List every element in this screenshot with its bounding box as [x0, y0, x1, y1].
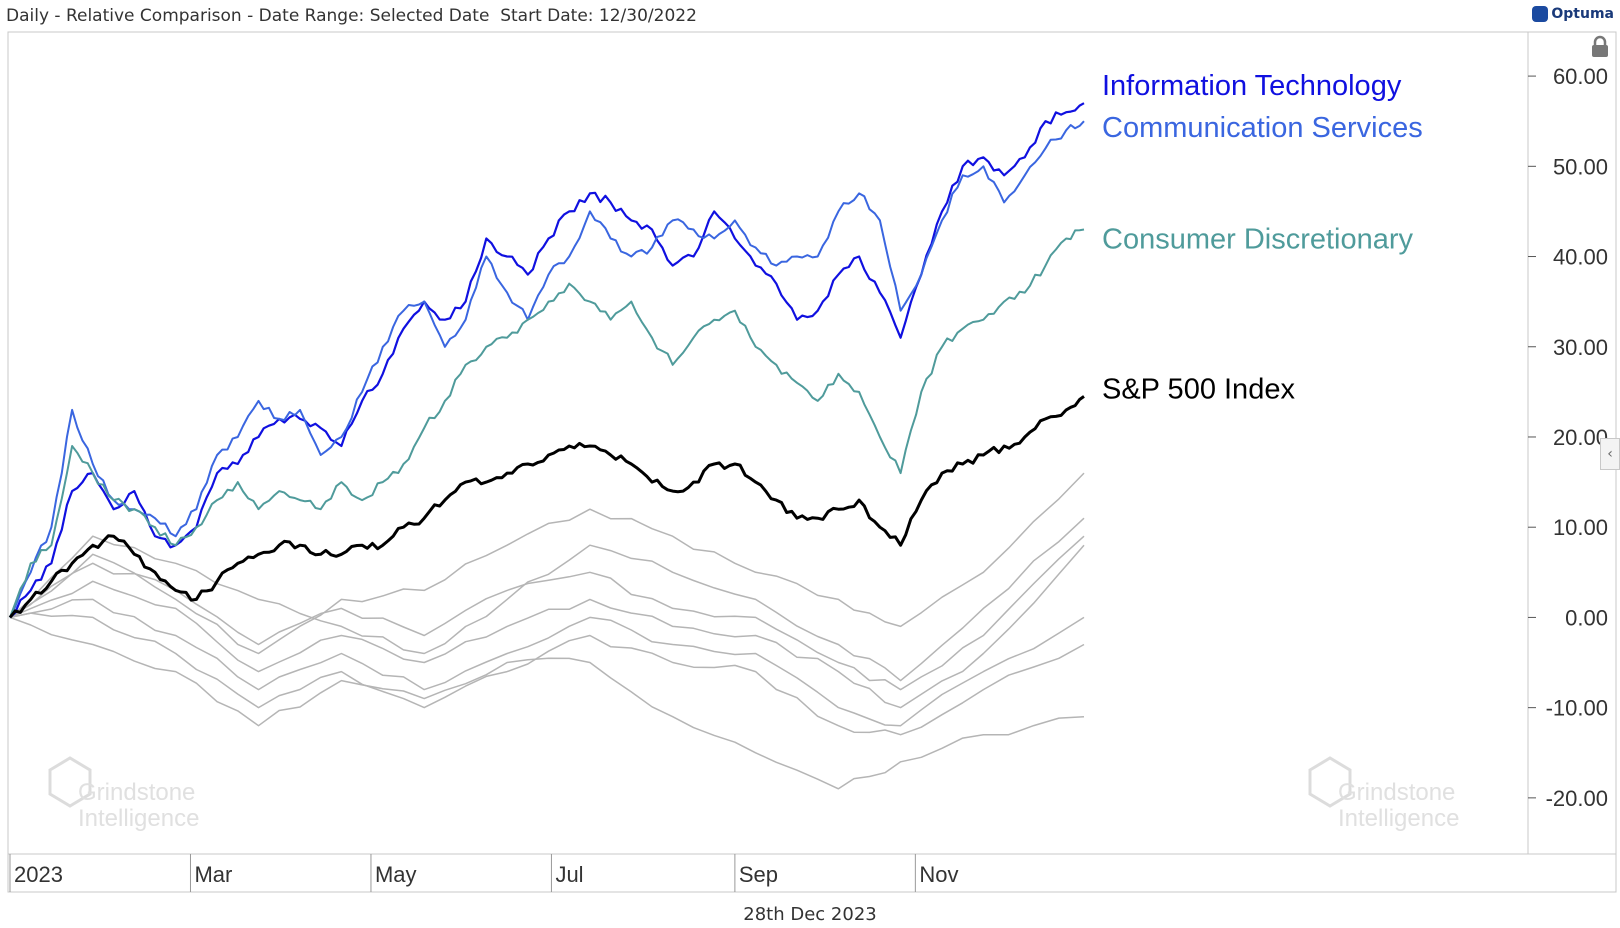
- watermark-left: [48, 756, 92, 808]
- watermark-left-line2: Intelligence: [78, 805, 199, 832]
- series-layer: [8, 102, 1085, 790]
- y-tick-label: 0.00: [1565, 605, 1608, 630]
- brand-name: Optuma: [1551, 6, 1614, 22]
- plot-area: [7, 31, 1529, 855]
- brand-logo: Optuma: [1532, 6, 1614, 22]
- series-label-communication-services: Communication Services: [1102, 112, 1423, 144]
- series-line-communication-services: [9, 120, 1085, 618]
- watermark-right-line2: Intelligence: [1338, 805, 1459, 832]
- y-tick-label: -20.00: [1546, 786, 1608, 811]
- x-axis-band: [7, 853, 1617, 893]
- series-line-unlabeled-8: [9, 598, 1085, 727]
- x-tick-label: May: [375, 862, 417, 887]
- series-line-unlabeled-5: [9, 517, 1085, 682]
- series-label-consumer-discretionary: Consumer Discretionary: [1102, 223, 1414, 255]
- series-label-information-technology: Information Technology: [1102, 70, 1402, 102]
- series-line-information-technology: [9, 102, 1085, 619]
- x-tick-label: Jul: [555, 862, 583, 887]
- y-tick-label: 20.00: [1553, 425, 1608, 450]
- y-tick-label: 50.00: [1553, 154, 1608, 179]
- watermark-left-line1: Grindstone: [78, 779, 195, 806]
- optuma-logo-icon: [1532, 6, 1549, 22]
- x-tick-label: Sep: [739, 862, 778, 887]
- watermark-right: [1308, 756, 1352, 808]
- relative-comparison-chart: Grindstone Intelligence Grindstone Intel…: [7, 31, 1617, 893]
- series-line-unlabeled-4: [9, 472, 1085, 655]
- series-line-s-p-500-index: [8, 395, 1085, 619]
- watermark-right-line1: Grindstone: [1338, 779, 1455, 806]
- y-tick-label: 30.00: [1553, 335, 1608, 360]
- x-tick-label: Mar: [194, 862, 232, 887]
- x-axis: 2023 Mar May Jul Sep Nov: [9, 854, 958, 892]
- series-label-s-p-500-index: S&P 500 Index: [1102, 373, 1295, 405]
- footer-date: 28th Dec 2023: [743, 904, 877, 925]
- x-tick-label: Nov: [919, 862, 958, 887]
- lock-icon[interactable]: [1587, 34, 1613, 60]
- chart-header-title: Daily - Relative Comparison - Date Range…: [6, 6, 697, 26]
- series-label-layer: Information Technology Communication Serv…: [1102, 70, 1423, 405]
- series-line-consumer-discretionary: [9, 228, 1085, 618]
- series-line-unlabeled-9: [9, 612, 1085, 736]
- series-line-unlabeled-10: [9, 616, 1085, 790]
- y-tick-label: 40.00: [1553, 245, 1608, 270]
- y-tick-label: 60.00: [1553, 64, 1608, 89]
- series-line-unlabeled-7: [9, 544, 1085, 709]
- y-tick-label: -10.00: [1546, 696, 1608, 721]
- x-tick-label: 2023: [14, 862, 63, 887]
- y-axis: 60.00 50.00 40.00 30.00 20.00 10.00 0.00 -10.00…: [1528, 64, 1608, 811]
- chevron-left-icon[interactable]: ‹: [1600, 438, 1620, 470]
- y-tick-label: 10.00: [1553, 515, 1608, 540]
